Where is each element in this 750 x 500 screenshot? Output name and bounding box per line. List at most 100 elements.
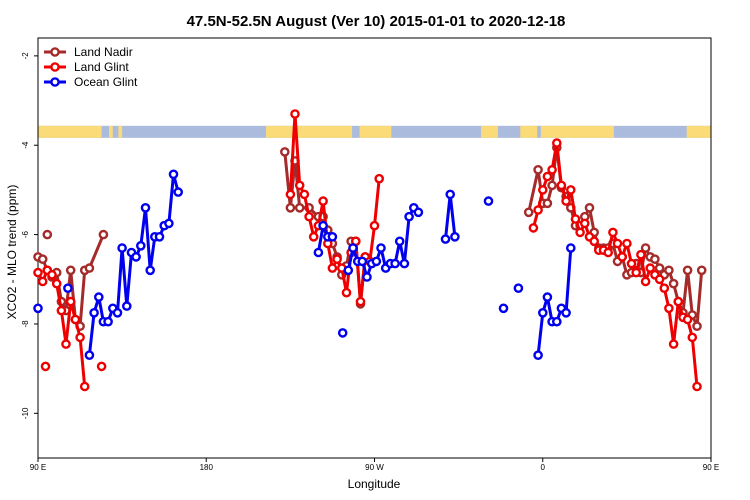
data-point (112, 307, 123, 318)
data-point (299, 189, 310, 200)
data-point (668, 278, 679, 289)
data-point (645, 263, 656, 273)
data-point (154, 231, 165, 242)
x-tick-label: 90 E (30, 463, 46, 472)
data-point (440, 234, 451, 244)
data-point (580, 218, 590, 229)
data-point (369, 220, 380, 231)
data-point (673, 296, 684, 307)
data-point (617, 252, 628, 262)
data-point (327, 231, 338, 242)
data-point (445, 189, 456, 200)
legend-label: Ocean Glint (74, 75, 138, 89)
data-point (285, 189, 296, 200)
data-point (117, 243, 127, 253)
legend-marker (50, 47, 60, 57)
data-point (608, 227, 618, 238)
land-bar-span (520, 125, 538, 138)
legend-entry: Ocean Glint (44, 75, 138, 89)
data-point (65, 296, 76, 307)
data-point (552, 138, 562, 148)
data-point (318, 220, 328, 231)
data-point (603, 247, 614, 258)
data-point (390, 258, 400, 269)
data-point (513, 283, 524, 294)
y-tick-label: -2 (21, 52, 30, 60)
data-point (140, 202, 151, 213)
data-point (533, 205, 543, 215)
data-point (56, 305, 67, 316)
data-point (33, 267, 43, 278)
data-point (692, 381, 702, 392)
data-point (374, 173, 385, 184)
data-point (547, 180, 557, 191)
data-point (70, 314, 81, 325)
data-point (75, 332, 85, 343)
data-point (498, 303, 509, 314)
data-point (533, 164, 543, 175)
data-point (542, 292, 553, 302)
data-point (290, 109, 300, 119)
y-axis: -2 -4 -6 -8 -10 (21, 52, 38, 419)
data-point (589, 236, 600, 247)
data-point (337, 328, 348, 338)
data-point (533, 350, 543, 361)
data-point (413, 207, 424, 218)
legend-label: Land Glint (74, 60, 129, 74)
legend-entry: Land Nadir (44, 45, 133, 59)
data-point (394, 236, 405, 247)
land-ocean-bar (38, 125, 711, 138)
data-point (94, 292, 104, 302)
data-point (42, 229, 53, 240)
land-bar-span (109, 125, 113, 138)
data-point (294, 180, 305, 191)
data-point (308, 231, 319, 242)
land-bar-span (686, 125, 711, 138)
data-point (575, 227, 585, 238)
legend-entry: Land Glint (44, 60, 129, 74)
data-point (313, 247, 324, 258)
data-point (566, 243, 576, 253)
data-point (682, 314, 693, 325)
data-point (348, 243, 358, 253)
land-bar-span (38, 125, 102, 138)
data-point (538, 185, 548, 195)
data-point (318, 196, 328, 206)
data-point (687, 332, 698, 343)
x-tick-label: 90 W (365, 463, 384, 472)
data-point (542, 171, 553, 182)
x-tick-label: 90 E (703, 463, 719, 472)
data-point (327, 263, 338, 273)
data-point (332, 254, 342, 265)
data-point (47, 269, 57, 280)
data-point (103, 316, 113, 327)
data-point (89, 307, 99, 318)
data-point (523, 207, 534, 218)
data-point (40, 361, 51, 372)
data-point (696, 265, 707, 276)
data-point (84, 350, 95, 361)
data-point (668, 339, 679, 349)
data-point (659, 283, 670, 294)
data-point (79, 381, 90, 392)
data-point (98, 229, 109, 240)
data-point (371, 256, 382, 267)
data-point (538, 307, 548, 318)
data-point (640, 276, 651, 287)
data-point (692, 321, 702, 332)
series-ocean-glint (33, 169, 576, 361)
data-point (33, 303, 43, 314)
data-point (640, 243, 651, 253)
data-point (341, 287, 352, 298)
data-point (294, 202, 305, 213)
x-axis: 90 E 180 90 W 0 90 E (30, 458, 719, 472)
y-tick-label: -4 (21, 141, 30, 149)
land-bar-span (118, 125, 123, 138)
data-point (631, 267, 642, 278)
chart-title: 47.5N-52.5N August (Ver 10) 2015-01-01 t… (187, 13, 566, 30)
land-bar-span (266, 125, 353, 138)
data-point (61, 339, 71, 349)
x-tick-label: 0 (541, 463, 546, 472)
